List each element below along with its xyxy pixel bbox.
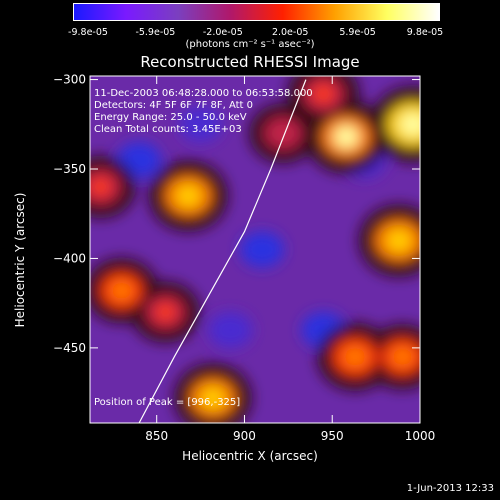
footer-timestamp: 1-Jun-2013 12:33 [406,483,494,494]
heatmap-peak-core [273,124,293,142]
heatmap-peak-core [201,387,225,409]
heatmap-image [90,76,420,423]
heatmap-peak-core [313,84,334,104]
y-tick-label: −400 [53,251,86,265]
annotation-energy: Energy Range: 25.0 - 50.0 keV [94,112,247,123]
colorbar-tick: 5.9e-05 [339,27,376,38]
annotation-clean: Clean Total counts: 3.45E+03 [94,124,242,135]
heatmap-peak-core [386,229,412,252]
colorbar-tick: -9.8e-05 [68,27,108,38]
heatmap-peak-core [155,303,176,321]
solar-limb-line [138,79,307,424]
y-tick-label: −450 [53,341,86,355]
heatmap-trough [240,231,285,268]
colorbar-tick: -5.9e-05 [135,27,176,38]
heatmap-peak-core [176,185,201,207]
colorbar [73,3,440,21]
annotation-detectors: Detectors: 4F 5F 6F 7F 8F, Att 0 [94,100,254,111]
x-tick-label: 900 [233,429,256,443]
y-tick-label: −300 [53,73,86,87]
heatmap-peak-core [90,177,111,196]
plot-frame [89,75,421,424]
heatmap-trough [178,106,223,143]
x-axis-label: Heliocentric X (arcsec) [182,449,318,463]
heatmap-peak-core [110,281,133,301]
heatmap-peak-core [391,347,414,367]
y-tick-label: −350 [53,162,86,176]
heatmap-peak-core [343,346,367,367]
chart-title: Reconstructed RHESSI Image [140,53,360,71]
x-tick-label: 1000 [405,429,436,443]
x-tick-label: 850 [145,429,168,443]
heatmap-peak-core [399,112,420,136]
x-tick-label: 950 [321,429,344,443]
colorbar-tick: -2.0e-05 [202,27,243,38]
heatmap-trough [208,311,253,348]
colorbar-tick: 9.8e-05 [406,27,444,38]
heatmap-peak-core [333,125,359,148]
annotation-peak-position: Position of Peak = [996,-325] [94,397,241,408]
annotation-time: 11-Dec-2003 06:48:28.000 to 06:53:58.000 [94,88,313,99]
y-axis-label: Heliocentric Y (arcsec) [13,192,27,328]
colorbar-tick: 2.0e-05 [271,27,309,38]
colorbar-units: (photons cm⁻² s⁻¹ asec⁻²) [185,39,315,50]
